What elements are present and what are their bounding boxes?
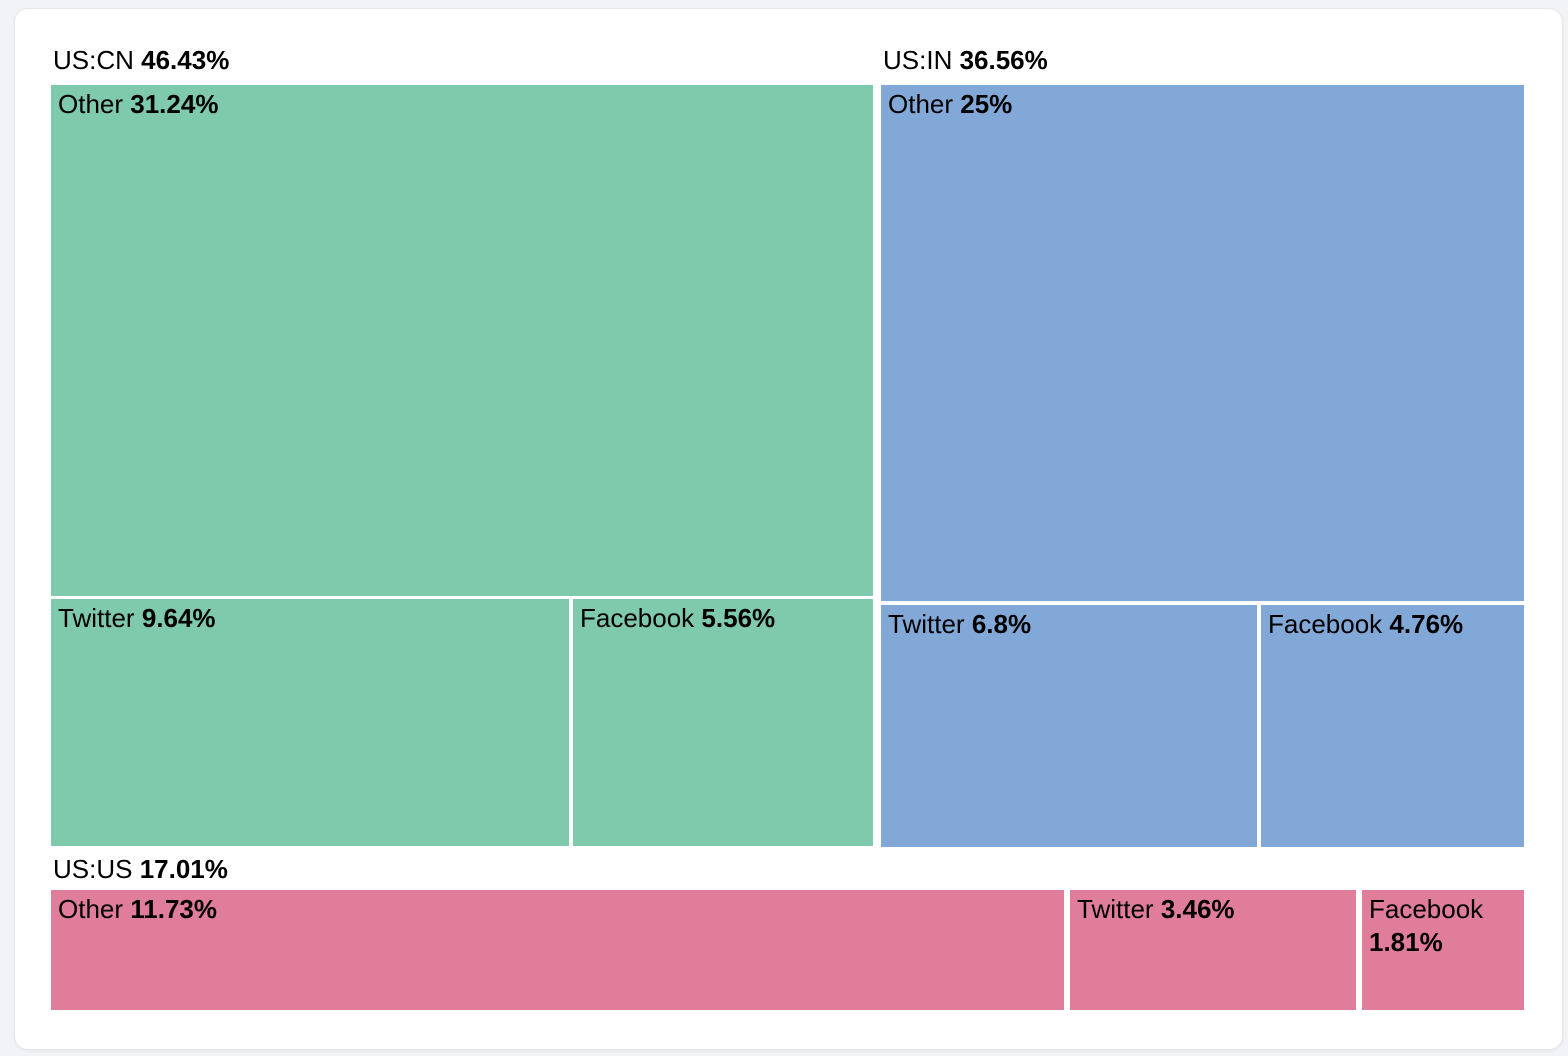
treemap-cell-usus-twitter[interactable]: Twitter 3.46% <box>1070 890 1356 1010</box>
treemap-cell-usus-facebook[interactable]: Facebook 1.81% <box>1362 890 1524 1010</box>
treemap-cell-uscn-facebook[interactable]: Facebook 5.56% <box>573 599 873 846</box>
cell-label: Twitter 3.46% <box>1077 894 1235 924</box>
group-header-us-cn: US:CN 46.43% <box>53 45 230 75</box>
treemap-cell-uscn-twitter[interactable]: Twitter 9.64% <box>51 599 569 846</box>
treemap-cell-usin-twitter[interactable]: Twitter 6.8% <box>881 605 1257 847</box>
cell-label: Twitter 9.64% <box>58 603 216 633</box>
group-header-us-us: US:US 17.01% <box>53 854 228 884</box>
treemap-cell-usus-other[interactable]: Other 11.73% <box>51 890 1064 1010</box>
cell-label: Twitter 6.8% <box>888 609 1032 639</box>
treemap-cell-usin-facebook[interactable]: Facebook 4.76% <box>1261 605 1524 847</box>
cell-label: Facebook 5.56% <box>580 603 776 633</box>
cell-label: Facebook 4.76% <box>1268 609 1464 639</box>
treemap-card: US:CN 46.43% Other 31.24% Twitter 9.64% … <box>14 8 1563 1050</box>
treemap-cell-usin-other[interactable]: Other 25% <box>881 85 1524 601</box>
cell-label: Other 25% <box>888 89 1013 119</box>
cell-label: Other 31.24% <box>58 89 219 119</box>
cell-label: Other 11.73% <box>58 894 218 924</box>
group-header-us-in: US:IN 36.56% <box>883 45 1048 75</box>
treemap-cell-uscn-other[interactable]: Other 31.24% <box>51 85 873 596</box>
cell-label: Facebook 1.81% <box>1369 894 1484 957</box>
